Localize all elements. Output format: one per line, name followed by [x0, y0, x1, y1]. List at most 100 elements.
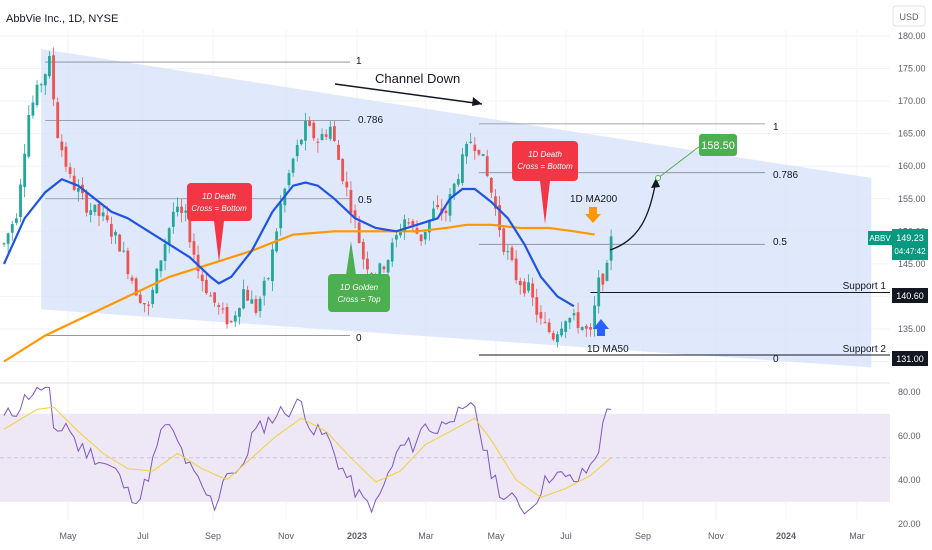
candle-body	[584, 325, 588, 329]
target-box	[699, 134, 737, 156]
candle-body	[382, 266, 386, 270]
candle-body	[97, 203, 101, 216]
candle-body	[64, 146, 68, 167]
candle-body	[477, 149, 481, 155]
candle-body	[213, 292, 217, 303]
candle-body	[233, 315, 237, 322]
candle-body	[485, 156, 489, 177]
candle-body	[407, 222, 411, 224]
candle-body	[85, 192, 88, 213]
candle-body	[72, 175, 76, 190]
candle-body	[353, 210, 357, 219]
candle-body	[291, 158, 295, 173]
currency-label: USD	[899, 12, 919, 22]
candle-body	[188, 211, 192, 243]
candle-body	[10, 224, 14, 233]
death-cross-callout-2-pointer	[540, 181, 550, 224]
candle-body	[238, 308, 241, 317]
candle-body	[518, 280, 522, 286]
candle-body	[101, 212, 105, 217]
fib-right-1: 1	[773, 122, 779, 133]
price-tick: 180.00	[898, 31, 926, 41]
candle-body	[568, 317, 572, 323]
candle-body	[93, 204, 97, 213]
time-tick: May	[59, 531, 77, 541]
candle-body	[328, 126, 332, 139]
price-tick: 160.00	[898, 161, 926, 171]
time-tick: Mar	[849, 531, 865, 541]
candle-body	[147, 304, 150, 306]
candle-body	[589, 327, 592, 330]
candle-body	[370, 273, 373, 275]
candle-body	[221, 308, 225, 310]
candle-body	[547, 322, 551, 333]
candle-body	[31, 102, 35, 116]
candle-body	[403, 219, 407, 232]
candle-body	[539, 312, 543, 319]
candle-body	[68, 167, 72, 174]
currency-button[interactable]	[892, 5, 926, 27]
golden-cross-line2: Cross = Top	[337, 295, 381, 304]
candle-body	[494, 196, 497, 209]
candle-body	[23, 153, 27, 188]
candle-body	[337, 144, 340, 160]
candle-body	[580, 327, 584, 330]
candle-body	[159, 260, 163, 272]
candle-body	[535, 297, 539, 315]
candle-body	[436, 204, 440, 208]
candle-body	[522, 281, 526, 294]
price-tick: 170.00	[898, 96, 926, 106]
price-tick: 155.00	[898, 194, 926, 204]
support1-tag	[892, 288, 928, 303]
channel-label: Channel Down	[375, 71, 460, 86]
target-value: 158.50	[701, 140, 735, 152]
candle-body	[184, 210, 188, 213]
ma200-arrow-icon	[585, 207, 601, 223]
candle-body	[126, 250, 130, 275]
candle-body	[242, 289, 245, 309]
candle-body	[271, 249, 274, 282]
rsi-tick: 40.00	[898, 475, 921, 485]
candle-body	[287, 173, 291, 186]
fib-right-05: 0.5	[773, 237, 787, 248]
candle-body	[130, 277, 134, 281]
support1-label: Support 1	[843, 281, 887, 292]
candle-body	[502, 228, 506, 252]
time-tick: 2023	[347, 531, 367, 541]
candle-body	[180, 206, 183, 213]
candle-body	[56, 102, 60, 138]
candle-body	[609, 236, 613, 261]
candle-body	[308, 120, 312, 126]
fib-right-0: 0	[773, 354, 779, 365]
candle-body	[361, 241, 365, 260]
candle-body	[432, 208, 435, 221]
time-tick: May	[487, 531, 505, 541]
candle-body	[76, 188, 80, 192]
candle-body	[209, 295, 212, 297]
time-tick: 2024	[776, 531, 796, 541]
golden-cross-callout	[328, 274, 390, 312]
candle-body	[279, 203, 283, 229]
candle-body	[543, 322, 547, 324]
candle-body	[572, 313, 576, 316]
candle-body	[200, 274, 204, 282]
candle-body	[258, 298, 262, 312]
price-tick: 175.00	[898, 64, 926, 74]
candle-body	[399, 231, 402, 236]
rsi-tick: 60.00	[898, 431, 921, 441]
candle-body	[225, 306, 229, 325]
support2-label: Support 2	[843, 344, 887, 355]
channel-down-fill	[41, 49, 872, 368]
candle-body	[469, 141, 473, 143]
candle-body	[143, 303, 146, 305]
candle-body	[531, 283, 535, 298]
candle-body	[2, 243, 6, 245]
candle-body	[163, 244, 167, 261]
candle-body	[357, 222, 361, 243]
candle-body	[89, 210, 93, 215]
candle-body	[593, 305, 596, 330]
candle-body	[217, 305, 221, 307]
candle-body	[266, 278, 270, 280]
candle-body	[35, 84, 39, 106]
death-cross-2-line2: Cross = Bottom	[517, 162, 573, 171]
